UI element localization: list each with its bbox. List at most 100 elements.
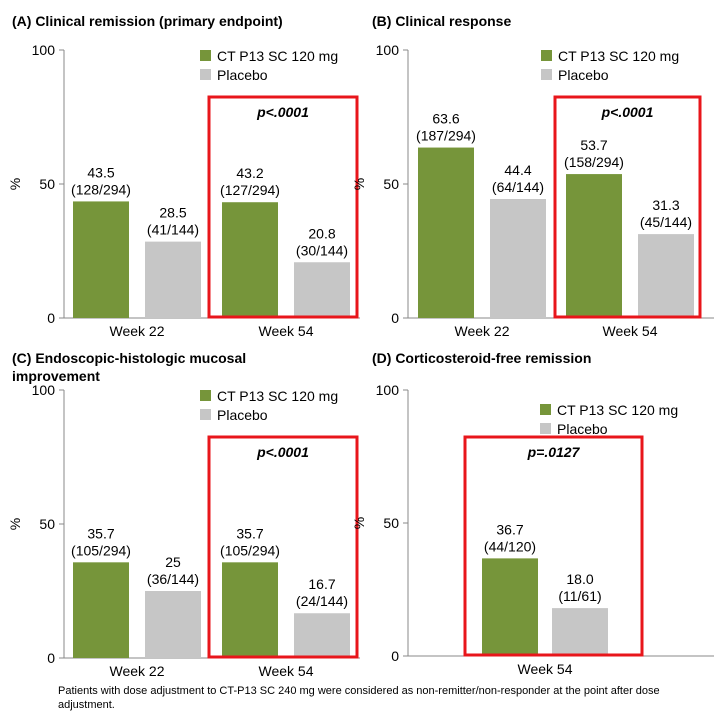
highlight-box bbox=[463, 435, 644, 657]
legend-swatch-placebo bbox=[540, 423, 551, 434]
y-tick-label: 100 bbox=[32, 382, 56, 398]
bar-placebo bbox=[294, 613, 350, 658]
bar-placebo bbox=[638, 234, 694, 318]
y-tick-label: 50 bbox=[39, 516, 55, 532]
legend-swatch-placebo bbox=[200, 69, 211, 80]
data-label-value: 53.7 bbox=[580, 137, 607, 153]
chart-panel-3: (D) Corticosteroid-free remission 0 50 100%… bbox=[351, 350, 714, 677]
legend-swatch-ct bbox=[200, 390, 211, 401]
chart-panel-0: (A) Clinical remission (primary endpoint… bbox=[7, 13, 360, 339]
x-tick-label: Week 22 bbox=[110, 663, 165, 679]
chart-title: (B) Clinical response bbox=[372, 13, 511, 29]
x-tick-label: Week 54 bbox=[259, 323, 314, 339]
p-value-label: p<.0001 bbox=[256, 444, 309, 460]
legend: CT P13 SC 120 mg Placebo bbox=[200, 48, 338, 83]
chart-title: (C) Endoscopic-histologic mucosal bbox=[12, 350, 246, 366]
y-tick-label: 50 bbox=[383, 176, 399, 192]
legend-label: Placebo bbox=[217, 407, 268, 423]
chart-panel-1: (B) Clinical response 0 50 100% CT P13 SC 12… bbox=[351, 13, 714, 339]
data-label-count: (36/144) bbox=[147, 571, 199, 587]
bar-ct bbox=[482, 558, 538, 656]
legend-label: CT P13 SC 120 mg bbox=[217, 388, 338, 404]
legend: CT P13 SC 120 mg Placebo bbox=[541, 48, 679, 83]
bar-placebo bbox=[490, 199, 546, 318]
x-tick-label: Week 54 bbox=[518, 661, 573, 677]
bar-ct bbox=[73, 562, 129, 658]
bar-ct bbox=[222, 562, 278, 658]
data-label-count: (127/294) bbox=[220, 182, 280, 198]
p-value-label: p<.0001 bbox=[256, 104, 309, 120]
data-label-count: (105/294) bbox=[220, 542, 280, 558]
y-axis-label: % bbox=[351, 178, 367, 190]
x-tick-label: Week 22 bbox=[110, 323, 165, 339]
data-label-value: 25 bbox=[165, 554, 181, 570]
legend-swatch-ct bbox=[540, 404, 551, 415]
bar-ct bbox=[222, 202, 278, 318]
chart-title: improvement bbox=[12, 368, 100, 384]
bar-placebo bbox=[294, 262, 350, 318]
legend-label: Placebo bbox=[558, 67, 609, 83]
y-tick-label: 50 bbox=[39, 176, 55, 192]
highlight-box bbox=[207, 95, 359, 319]
bar-ct bbox=[418, 147, 474, 318]
data-label-count: (128/294) bbox=[71, 181, 131, 197]
bar-ct bbox=[73, 201, 129, 318]
data-label-count: (11/61) bbox=[558, 588, 601, 604]
y-axis-label: % bbox=[7, 518, 23, 530]
data-label-value: 63.6 bbox=[432, 111, 459, 127]
x-tick-label: Week 54 bbox=[259, 663, 314, 679]
legend-label: CT P13 SC 120 mg bbox=[557, 402, 678, 418]
data-label-value: 36.7 bbox=[496, 521, 523, 537]
y-tick-label: 100 bbox=[376, 382, 400, 398]
data-label-count: (41/144) bbox=[147, 222, 199, 238]
data-label-value: 43.2 bbox=[236, 165, 263, 181]
data-label-value: 18.0 bbox=[566, 571, 593, 587]
data-label-value: 35.7 bbox=[87, 525, 114, 541]
data-label-count: (64/144) bbox=[492, 179, 544, 195]
highlight-box bbox=[207, 435, 359, 659]
chart-title: (A) Clinical remission (primary endpoint… bbox=[12, 13, 283, 29]
y-axis-label: % bbox=[351, 517, 367, 529]
data-label-count: (44/120) bbox=[484, 538, 536, 554]
bar-ct bbox=[566, 174, 622, 318]
data-label-value: 16.7 bbox=[308, 576, 335, 592]
legend-swatch-ct bbox=[541, 50, 552, 61]
data-label-value: 20.8 bbox=[308, 225, 335, 241]
bar-placebo bbox=[552, 608, 608, 656]
x-tick-label: Week 54 bbox=[603, 323, 658, 339]
data-label-value: 28.5 bbox=[159, 205, 186, 221]
legend-swatch-placebo bbox=[200, 409, 211, 420]
legend: CT P13 SC 120 mg Placebo bbox=[540, 402, 678, 437]
y-tick-label: 0 bbox=[47, 310, 55, 326]
figure-canvas: (A) Clinical remission (primary endpoint… bbox=[7, 13, 714, 679]
p-value-label: p=.0127 bbox=[527, 444, 581, 460]
legend-swatch-ct bbox=[200, 50, 211, 61]
data-label-count: (105/294) bbox=[71, 542, 131, 558]
data-label-count: (24/144) bbox=[296, 593, 348, 609]
y-tick-label: 0 bbox=[47, 650, 55, 666]
data-label-value: 43.5 bbox=[87, 164, 114, 180]
legend-label: Placebo bbox=[557, 421, 608, 437]
legend-label: CT P13 SC 120 mg bbox=[558, 48, 679, 64]
chart-panel-2: (C) Endoscopic-histologic mucosal improve… bbox=[7, 350, 360, 679]
p-value-label: p<.0001 bbox=[601, 104, 654, 120]
y-tick-label: 0 bbox=[391, 648, 399, 664]
legend-label: CT P13 SC 120 mg bbox=[217, 48, 338, 64]
legend: CT P13 SC 120 mg Placebo bbox=[200, 388, 338, 423]
y-tick-label: 50 bbox=[383, 515, 399, 531]
data-label-count: (187/294) bbox=[416, 128, 476, 144]
legend-label: Placebo bbox=[217, 67, 268, 83]
data-label-value: 35.7 bbox=[236, 525, 263, 541]
chart-title: (D) Corticosteroid-free remission bbox=[372, 350, 591, 366]
x-tick-label: Week 22 bbox=[455, 323, 510, 339]
data-label-value: 44.4 bbox=[504, 162, 531, 178]
footnote: Patients with dose adjustment to CT-P13 … bbox=[58, 685, 660, 711]
y-tick-label: 0 bbox=[391, 310, 399, 326]
data-label-value: 31.3 bbox=[652, 197, 679, 213]
data-label-count: (30/144) bbox=[296, 242, 348, 258]
bar-placebo bbox=[145, 591, 201, 658]
y-tick-label: 100 bbox=[376, 42, 400, 58]
y-axis-label: % bbox=[7, 178, 23, 190]
data-label-count: (45/144) bbox=[640, 214, 692, 230]
data-label-count: (158/294) bbox=[564, 154, 624, 170]
